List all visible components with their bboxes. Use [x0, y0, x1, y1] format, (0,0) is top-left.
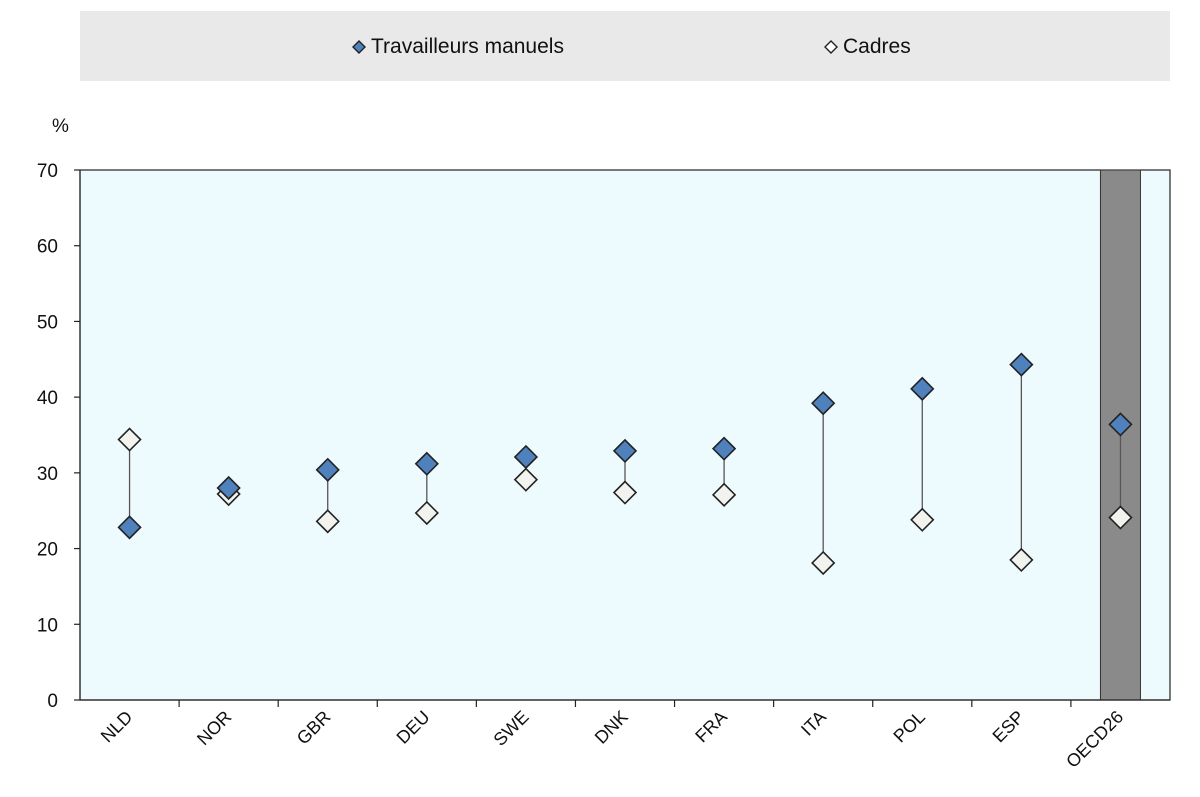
x-category-label-nld: NLD	[97, 707, 137, 747]
hollow-white-diamond-icon	[824, 40, 838, 54]
point-manuels-nld	[117, 515, 142, 540]
point-cadres-ita	[811, 550, 836, 576]
x-category-label-deu: DEU	[393, 707, 434, 748]
y-tick-label: 20	[37, 540, 58, 561]
x-category-label-swe: SWE	[490, 707, 533, 750]
plot-area: 0 10 20 30 40 50 60 70 NLD NOR GBR DEU SWE DNK FRA ITA P…	[37, 161, 1171, 772]
point-manuels-fra	[711, 436, 737, 461]
x-category-label-gbr: GBR	[293, 707, 335, 749]
point-manuels-deu	[414, 451, 439, 476]
y-tick-label: 0	[47, 691, 58, 712]
y-tick-label: 70	[37, 161, 58, 182]
legend-label-cadres: Cadres	[843, 35, 911, 58]
point-cadres-deu	[414, 500, 439, 526]
point-manuels-oecd26	[1108, 412, 1133, 437]
y-axis-unit-label: %	[52, 116, 69, 137]
point-cadres-fra	[711, 482, 737, 507]
filled-blue-diamond-icon	[352, 40, 366, 54]
legend-item-travailleurs-manuels: Travailleurs manuels	[352, 35, 564, 59]
point-manuels-esp	[1009, 352, 1034, 377]
plot-background	[79, 169, 1171, 701]
x-category-label-nor: NOR	[193, 707, 235, 749]
point-cadres-esp	[1009, 547, 1034, 573]
y-tick-label: 60	[37, 237, 58, 258]
y-tick-label: 50	[37, 312, 58, 333]
point-manuels-gbr	[315, 457, 340, 482]
point-manuels-dnk	[612, 438, 638, 464]
point-manuels-nor	[216, 475, 241, 501]
point-cadres-pol	[910, 507, 935, 532]
x-category-label-pol: POL	[889, 707, 929, 747]
point-cadres-gbr	[315, 509, 340, 534]
x-category-label-dnk: DNK	[591, 707, 632, 748]
x-category-label-oecd26: OECD26	[1062, 707, 1127, 772]
y-tick-label: 10	[37, 615, 58, 636]
point-manuels-ita	[811, 391, 836, 416]
point-cadres-dnk	[612, 480, 638, 505]
y-tick-label: 40	[37, 388, 58, 409]
point-cadres-nld	[117, 427, 142, 452]
point-cadres-swe	[513, 467, 539, 492]
legend-item-cadres: Cadres	[824, 35, 911, 59]
x-category-label-fra: FRA	[691, 707, 731, 747]
x-category-label-esp: ESP	[989, 707, 1029, 747]
legend-label-travailleurs-manuels: Travailleurs manuels	[371, 35, 564, 58]
x-category-label-ita: ITA	[797, 707, 830, 740]
legend: Travailleurs manuels Cadres	[80, 11, 1170, 81]
point-cadres-oecd26	[1108, 505, 1133, 530]
point-manuels-pol	[910, 376, 935, 401]
point-manuels-swe	[513, 444, 539, 470]
y-tick-label: 30	[37, 464, 58, 485]
